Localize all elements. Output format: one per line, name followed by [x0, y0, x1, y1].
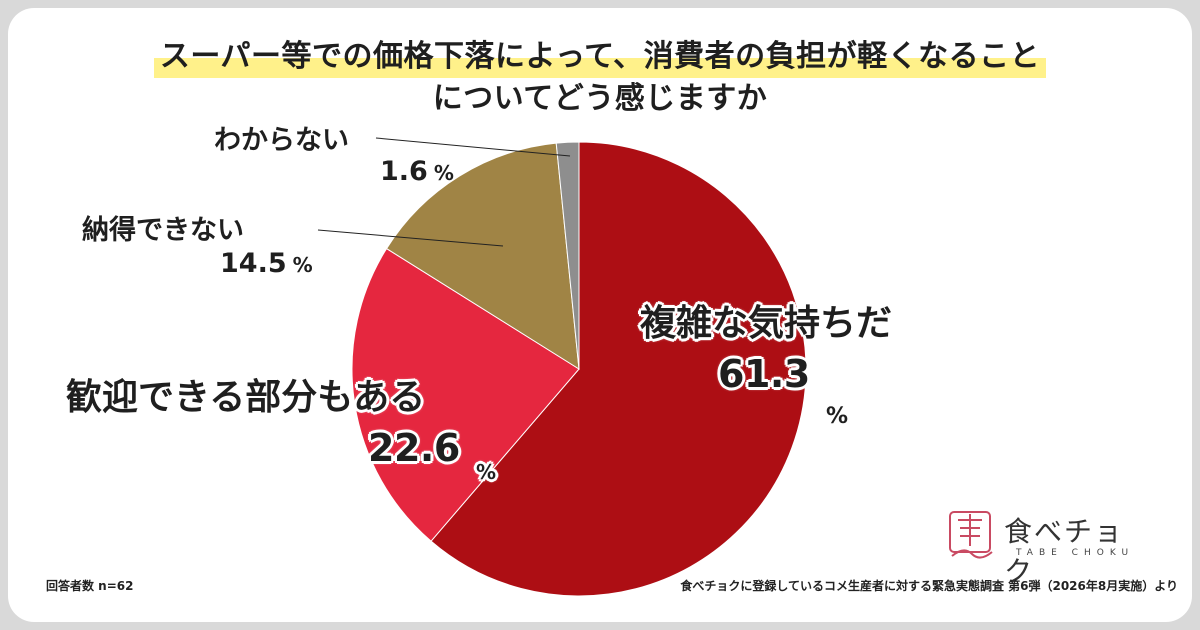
slice-value-number: 1.6 — [380, 156, 428, 187]
slice-label-kangei: 歓迎できる部分もある — [66, 377, 426, 418]
chart-title: スーパー等での価格下落によって、消費者の負担が軽くなること についてどう感じます… — [8, 36, 1192, 120]
logo-wordmark: 食べチョク — [1004, 515, 1125, 588]
percent-sign-kangei: % — [476, 460, 497, 484]
slice-value-number: 14.5 — [220, 248, 287, 279]
slice-value-wakaranai: 1.6% — [380, 156, 454, 187]
slice-value-fukuzatsu: 61.3 — [718, 352, 810, 396]
pie-chart — [317, 137, 807, 597]
logo-subtext: TABE CHOKU — [1016, 548, 1135, 558]
percent-sign: % — [433, 161, 454, 185]
slice-value-number: 61.3 — [718, 352, 810, 396]
slice-value-kangei: 22.6 — [368, 426, 460, 470]
pie-slices — [351, 141, 807, 597]
tabechoku-logo: 食べチョク TABE CHOKU — [946, 506, 1146, 588]
percent-sign-fukuzatsu: % — [826, 404, 849, 429]
source-note: 食べチョクに登録しているコメ生産者に対する緊急実態調査 第6弾（2026年8月実… — [680, 579, 1178, 593]
leader-line-nattoku — [317, 229, 504, 247]
sample-size-note: 回答者数 n=62 — [46, 579, 134, 593]
percent-sign: % — [292, 253, 313, 277]
slice-value-number: 22.6 — [368, 426, 460, 470]
infographic-card: スーパー等での価格下落によって、消費者の負担が軽くなること についてどう感じます… — [8, 8, 1192, 622]
slice-value-nattoku: 14.5% — [220, 248, 313, 279]
slice-label-fukuzatsu: 複雑な気持ちだ — [640, 303, 893, 344]
slice-wakaranai — [555, 141, 580, 370]
logo-mark-icon — [949, 511, 993, 559]
leader-line-wakaranai — [375, 137, 571, 157]
slice-fukuzatsu — [430, 141, 807, 597]
slice-nattoku — [385, 142, 580, 370]
title-line-1: スーパー等での価格下落によって、消費者の負担が軽くなること — [153, 36, 1047, 78]
slice-label-wakaranai: わからない — [214, 125, 349, 156]
slice-label-nattoku: 納得できない — [82, 215, 244, 246]
slice-kangei — [351, 247, 580, 542]
title-line-2: についてどう感じますか — [432, 81, 768, 116]
